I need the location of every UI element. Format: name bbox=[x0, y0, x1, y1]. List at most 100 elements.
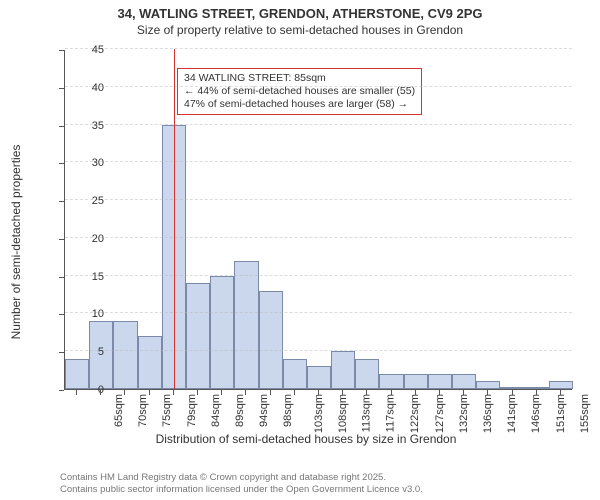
y-tick-label: 15 bbox=[76, 271, 104, 283]
x-tick-label: 132sqm bbox=[458, 394, 470, 433]
x-tick-label: 94sqm bbox=[258, 394, 270, 427]
y-tick-mark bbox=[59, 88, 64, 89]
y-tick-mark bbox=[59, 163, 64, 164]
x-tick-mark bbox=[294, 390, 295, 395]
grid-line bbox=[65, 124, 572, 125]
y-tick-label: 40 bbox=[76, 82, 104, 94]
histogram-bar bbox=[113, 321, 137, 389]
histogram-bar bbox=[379, 374, 403, 389]
grid-line bbox=[65, 86, 572, 87]
x-tick-mark bbox=[463, 390, 464, 395]
histogram-bar bbox=[331, 351, 355, 389]
x-tick-label: 75sqm bbox=[162, 394, 174, 427]
footer-attribution: Contains HM Land Registry data © Crown c… bbox=[60, 472, 423, 496]
plot-area: 34 WATLING STREET: 85sqm ← 44% of semi-d… bbox=[64, 50, 572, 390]
histogram-bar bbox=[307, 366, 331, 389]
grid-line bbox=[65, 350, 572, 351]
annotation-header: 34 WATLING STREET: 85sqm bbox=[184, 72, 415, 85]
x-tick-mark bbox=[124, 390, 125, 395]
y-tick-mark bbox=[59, 277, 64, 278]
y-tick-label: 45 bbox=[76, 44, 104, 56]
histogram-bar bbox=[283, 359, 307, 389]
x-tick-mark bbox=[487, 390, 488, 395]
histogram-bar bbox=[476, 381, 500, 389]
x-tick-mark bbox=[318, 390, 319, 395]
x-tick-mark bbox=[342, 390, 343, 395]
y-tick-mark bbox=[59, 390, 64, 391]
grid-line bbox=[65, 275, 572, 276]
x-tick-mark bbox=[439, 390, 440, 395]
chart-container: Number of semi-detached properties 34 WA… bbox=[30, 44, 582, 440]
x-axis-title: Distribution of semi-detached houses by … bbox=[30, 432, 582, 446]
x-tick-mark bbox=[415, 390, 416, 395]
x-tick-label: 136sqm bbox=[482, 394, 494, 433]
x-tick-label: 122sqm bbox=[410, 394, 422, 433]
grid-line bbox=[65, 48, 572, 49]
histogram-bar bbox=[549, 381, 573, 389]
x-tick-label: 84sqm bbox=[210, 394, 222, 427]
annotation-line1: ← 44% of semi-detached houses are smalle… bbox=[184, 85, 415, 98]
y-tick-mark bbox=[59, 50, 64, 51]
x-tick-label: 79sqm bbox=[186, 394, 198, 427]
grid-line bbox=[65, 199, 572, 200]
y-axis-title: Number of semi-detached properties bbox=[9, 145, 23, 340]
x-tick-label: 155sqm bbox=[579, 394, 591, 433]
x-tick-label: 117sqm bbox=[385, 394, 397, 432]
chart-title-sub: Size of property relative to semi-detach… bbox=[10, 23, 590, 37]
y-tick-mark bbox=[59, 201, 64, 202]
subject-marker-line bbox=[174, 49, 175, 389]
x-tick-label: 103sqm bbox=[313, 394, 325, 433]
y-tick-label: 30 bbox=[76, 157, 104, 169]
grid-line bbox=[65, 161, 572, 162]
histogram-bar bbox=[404, 374, 428, 389]
x-tick-label: 127sqm bbox=[434, 394, 446, 433]
y-tick-label: 5 bbox=[76, 346, 104, 358]
x-tick-mark bbox=[512, 390, 513, 395]
annotation-box: 34 WATLING STREET: 85sqm ← 44% of semi-d… bbox=[177, 68, 422, 115]
x-tick-label: 70sqm bbox=[137, 394, 149, 427]
y-tick-mark bbox=[59, 239, 64, 240]
chart-title-block: 34, WATLING STREET, GRENDON, ATHERSTONE,… bbox=[0, 0, 600, 39]
x-tick-mark bbox=[245, 390, 246, 395]
histogram-bar bbox=[428, 374, 452, 389]
y-tick-label: 10 bbox=[76, 308, 104, 320]
histogram-bar bbox=[355, 359, 379, 389]
footer-line2: Contains public sector information licen… bbox=[60, 484, 423, 496]
x-tick-label: 141sqm bbox=[506, 394, 518, 433]
x-tick-mark bbox=[536, 390, 537, 395]
histogram-bar bbox=[525, 387, 549, 389]
y-tick-label: 35 bbox=[76, 120, 104, 132]
x-tick-label: 108sqm bbox=[337, 394, 349, 433]
x-tick-mark bbox=[76, 390, 77, 395]
x-tick-label: 65sqm bbox=[113, 394, 125, 427]
histogram-bar bbox=[138, 336, 162, 389]
chart-title-main: 34, WATLING STREET, GRENDON, ATHERSTONE,… bbox=[10, 6, 590, 21]
x-tick-mark bbox=[560, 390, 561, 395]
x-tick-label: 89sqm bbox=[234, 394, 246, 427]
x-tick-mark bbox=[221, 390, 222, 395]
footer-line1: Contains HM Land Registry data © Crown c… bbox=[60, 472, 423, 484]
histogram-bar bbox=[186, 283, 210, 389]
x-tick-mark bbox=[366, 390, 367, 395]
x-tick-label: 113sqm bbox=[360, 394, 372, 432]
histogram-bar bbox=[500, 387, 524, 389]
y-tick-mark bbox=[59, 352, 64, 353]
x-tick-label: 151sqm bbox=[555, 394, 567, 433]
grid-line bbox=[65, 237, 572, 238]
x-tick-mark bbox=[197, 390, 198, 395]
x-tick-mark bbox=[391, 390, 392, 395]
y-tick-label: 20 bbox=[76, 233, 104, 245]
x-tick-mark bbox=[173, 390, 174, 395]
x-tick-mark bbox=[100, 390, 101, 395]
grid-line bbox=[65, 312, 572, 313]
histogram-bar bbox=[234, 261, 258, 389]
histogram-bar bbox=[452, 374, 476, 389]
x-tick-mark bbox=[149, 390, 150, 395]
y-tick-mark bbox=[59, 314, 64, 315]
annotation-line2: 47% of semi-detached houses are larger (… bbox=[184, 98, 415, 111]
y-tick-label: 25 bbox=[76, 195, 104, 207]
y-tick-mark bbox=[59, 126, 64, 127]
x-tick-label: 98sqm bbox=[282, 394, 294, 427]
x-tick-label: 146sqm bbox=[530, 394, 542, 433]
histogram-bar bbox=[210, 276, 234, 389]
